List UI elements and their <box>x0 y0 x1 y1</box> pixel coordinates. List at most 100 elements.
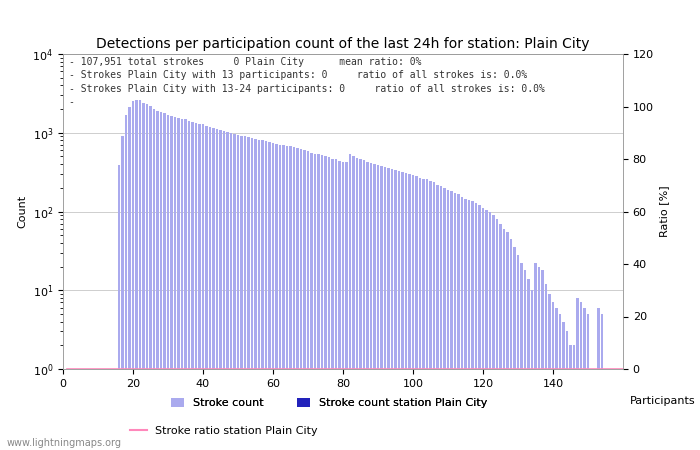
Bar <box>492 215 495 450</box>
Bar <box>177 117 180 450</box>
Bar <box>233 134 236 450</box>
Bar <box>618 369 621 450</box>
Bar <box>251 138 253 450</box>
Bar <box>447 189 449 450</box>
Bar <box>163 112 166 450</box>
Bar <box>499 224 502 450</box>
Bar <box>342 162 344 450</box>
Bar <box>450 191 453 450</box>
Bar <box>370 163 372 450</box>
Bar <box>310 153 313 450</box>
Stroke ratio station Plain City <box>220 366 228 372</box>
Bar <box>247 137 250 450</box>
Bar <box>527 279 530 450</box>
Bar <box>590 369 593 450</box>
Bar <box>244 136 246 450</box>
Bar <box>345 162 348 450</box>
Bar <box>412 175 414 450</box>
Bar <box>552 302 554 450</box>
Bar <box>457 194 460 450</box>
Bar <box>496 219 498 450</box>
Bar <box>405 173 407 450</box>
Bar <box>534 263 537 450</box>
Bar <box>181 119 183 450</box>
Stroke ratio station Plain City <box>62 366 71 372</box>
Bar <box>440 186 442 450</box>
Text: - 107,951 total strokes     0 Plain City      mean ratio: 0%
- Strokes Plain Cit: - 107,951 total strokes 0 Plain City mea… <box>69 57 545 107</box>
Bar <box>188 121 190 450</box>
Bar <box>317 154 320 450</box>
Bar <box>142 103 145 450</box>
Bar <box>391 169 393 450</box>
Stroke ratio station Plain City <box>517 366 526 372</box>
Bar <box>489 212 491 450</box>
Bar <box>303 150 306 450</box>
Bar <box>293 147 295 450</box>
Legend: Stroke ratio station Plain City: Stroke ratio station Plain City <box>125 421 323 440</box>
Bar <box>436 184 439 450</box>
Bar <box>401 172 404 450</box>
Bar <box>545 284 547 450</box>
Stroke ratio station Plain City <box>370 366 379 372</box>
Bar <box>548 294 551 450</box>
Bar <box>503 229 505 450</box>
Bar <box>335 159 337 450</box>
Bar <box>135 100 138 450</box>
Bar <box>174 117 176 450</box>
Bar <box>576 298 579 450</box>
Bar <box>153 109 155 450</box>
Bar <box>464 199 467 450</box>
Bar <box>156 111 159 450</box>
Bar <box>615 369 617 450</box>
Bar <box>258 140 260 450</box>
Bar <box>282 145 285 450</box>
Bar <box>608 369 610 450</box>
Bar <box>160 112 162 450</box>
Bar <box>485 210 488 450</box>
Bar <box>597 308 600 450</box>
Bar <box>198 124 201 450</box>
Bar <box>580 302 582 450</box>
Bar <box>300 149 302 450</box>
Bar <box>240 135 243 450</box>
Bar <box>461 197 463 450</box>
Bar <box>559 314 561 450</box>
Bar <box>513 248 516 450</box>
Text: www.lightningmaps.org: www.lightningmaps.org <box>7 438 122 448</box>
Bar <box>622 369 624 450</box>
Bar <box>482 208 484 450</box>
Bar <box>338 161 341 450</box>
Bar <box>587 314 589 450</box>
Bar <box>167 115 169 450</box>
Bar <box>394 170 397 450</box>
Bar <box>510 239 512 450</box>
Bar <box>422 179 425 450</box>
Stroke ratio station Plain City <box>423 366 431 372</box>
Bar <box>237 135 239 450</box>
Bar <box>223 131 225 450</box>
Bar <box>272 143 274 450</box>
Bar <box>265 141 267 450</box>
Bar <box>209 127 211 450</box>
Bar <box>429 181 432 450</box>
Bar <box>566 332 568 450</box>
Legend: Stroke count, Stroke count station Plain City: Stroke count, Stroke count station Plain… <box>166 394 492 413</box>
Bar <box>531 290 533 450</box>
Title: Detections per participation count of the last 24h for station: Plain City: Detections per participation count of th… <box>97 37 589 51</box>
Bar <box>170 116 173 450</box>
Bar <box>279 145 281 450</box>
Bar <box>541 270 544 450</box>
Bar <box>524 270 526 450</box>
Bar <box>254 139 257 450</box>
Bar <box>184 119 187 450</box>
Bar <box>359 158 362 450</box>
Bar <box>212 128 215 450</box>
Bar <box>307 151 309 450</box>
Bar <box>226 132 229 450</box>
Bar <box>321 155 323 450</box>
Bar <box>139 100 141 450</box>
Bar <box>324 157 327 450</box>
Stroke ratio station Plain City <box>174 366 183 372</box>
Bar <box>202 124 204 450</box>
Bar <box>562 322 565 450</box>
